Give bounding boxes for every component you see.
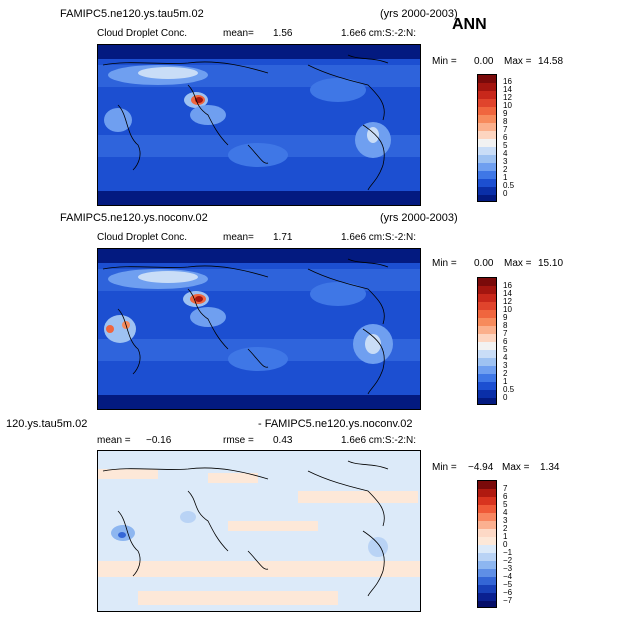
- panel2-max-label: Max =: [504, 258, 532, 269]
- panel3-colorbar-label: −5: [503, 580, 513, 589]
- panel2-colorbar-label: 3: [503, 361, 508, 370]
- panel3-max-value: 1.34: [540, 462, 560, 473]
- panel2-mean-label: mean=: [223, 232, 254, 243]
- panel1-max-value: 14.58: [538, 56, 564, 67]
- panel2-run-title: FAMIPC5.ne120.ys.noconv.02: [60, 212, 208, 224]
- panel2-colorbar-label: 14: [503, 289, 512, 298]
- panel2-mean-value: 1.71: [273, 232, 293, 243]
- panel1-colorbar-label: 10: [503, 101, 512, 110]
- panel1-colorbar-label: 7: [503, 125, 508, 134]
- panel2-colorbar-label: 7: [503, 329, 508, 338]
- panel1-colorbar: [477, 74, 497, 202]
- panel2-colorbar: [477, 277, 497, 405]
- panel1-mean-label: mean=: [223, 28, 254, 39]
- panel3-colorbar-label: 3: [503, 516, 508, 525]
- panel3-colorbar-label: −3: [503, 564, 513, 573]
- panel2-colorbar-label: 5: [503, 345, 508, 354]
- panel2-colorbar-label: 6: [503, 337, 508, 346]
- panel1-run-title: FAMIPC5.ne120.ys.tau5m.02: [60, 8, 204, 20]
- panel2-colorbar-label: 9: [503, 313, 508, 322]
- panel1-map: [97, 44, 421, 206]
- panel3-run-title: 120.ys.tau5m.02: [6, 418, 88, 430]
- season-label: ANN: [452, 16, 487, 33]
- panel1-years: (yrs 2000-2003): [380, 8, 458, 20]
- panel1-min-value: 0.00: [474, 56, 494, 67]
- panel1-max-label: Max =: [504, 56, 532, 67]
- panel3-colorbar-label: 4: [503, 508, 508, 517]
- panel1-colorbar-label: 2: [503, 165, 508, 174]
- panel3-min-value: −4.94: [468, 462, 494, 473]
- panel3-colorbar: [477, 480, 497, 608]
- panel1-colorbar-label: 0.5: [503, 181, 515, 190]
- panel1-colorbar-label: 4: [503, 149, 508, 158]
- panel1-units: 1.6e6 cm:S:-2:N:: [341, 28, 417, 39]
- panel3-min-label: Min =: [432, 462, 457, 473]
- panel3-rmse-label: rmse =: [223, 435, 254, 446]
- panel3-rmse-value: 0.43: [273, 435, 293, 446]
- panel1-min-label: Min =: [432, 56, 457, 67]
- panel2-colorbar-label: 12: [503, 297, 512, 306]
- panel3-colorbar-label: −6: [503, 588, 513, 597]
- panel2-colorbar-label: 1: [503, 377, 508, 386]
- panel3-units: 1.6e6 cm:S:-2:N:: [341, 435, 417, 446]
- panel2-colorbar-label: 10: [503, 305, 512, 314]
- panel1-colorbar-label: 12: [503, 93, 512, 102]
- panel1-colorbar-label: 14: [503, 85, 512, 94]
- panel1-colorbar-label: 0: [503, 189, 508, 198]
- panel3-colorbar-label: −1: [503, 548, 513, 557]
- panel3-colorbar-label: −7: [503, 596, 513, 605]
- panel2-colorbar-label: 0.5: [503, 385, 515, 394]
- panel1-colorbar-label: 9: [503, 109, 508, 118]
- panel1-variable: Cloud Droplet Conc.: [97, 28, 188, 39]
- panel1-colorbar-label: 8: [503, 117, 508, 126]
- panel3-colorbar-label: 1: [503, 532, 508, 541]
- panel3-colorbar-label: 5: [503, 500, 508, 509]
- panel3-colorbar-label: 2: [503, 524, 508, 533]
- panel2-colorbar-label: 2: [503, 369, 508, 378]
- panel3-colorbar-label: 7: [503, 484, 508, 493]
- panel2-colorbar-label: 16: [503, 281, 512, 290]
- panel2-colorbar-label: 8: [503, 321, 508, 330]
- panel2-colorbar-label: 4: [503, 353, 508, 362]
- panel1-mean-value: 1.56: [273, 28, 293, 39]
- panel1-colorbar-label: 3: [503, 157, 508, 166]
- panel1-colorbar-label: 6: [503, 133, 508, 142]
- panel2-min-value: 0.00: [474, 258, 494, 269]
- panel3-mean-label: mean =: [97, 435, 131, 446]
- panel2-years: (yrs 2000-2003): [380, 212, 458, 224]
- panel2-min-label: Min =: [432, 258, 457, 269]
- panel3-max-label: Max =: [502, 462, 530, 473]
- panel3-colorbar-label: 0: [503, 540, 508, 549]
- panel3-diff-title: - FAMIPC5.ne120.ys.noconv.02: [258, 418, 413, 430]
- panel3-colorbar-label: −2: [503, 556, 513, 565]
- panel1-colorbar-label: 1: [503, 173, 508, 182]
- panel2-variable: Cloud Droplet Conc.: [97, 232, 188, 243]
- panel3-colorbar-label: −4: [503, 572, 513, 581]
- panel3-colorbar-label: 6: [503, 492, 508, 501]
- panel3-map: [97, 450, 421, 612]
- panel2-units: 1.6e6 cm:S:-2:N:: [341, 232, 417, 243]
- panel2-colorbar-label: 0: [503, 393, 508, 402]
- panel3-mean-value: −0.16: [146, 435, 172, 446]
- panel1-colorbar-label: 5: [503, 141, 508, 150]
- panel1-colorbar-label: 16: [503, 77, 512, 86]
- panel2-map: [97, 248, 421, 410]
- panel2-max-value: 15.10: [538, 258, 564, 269]
